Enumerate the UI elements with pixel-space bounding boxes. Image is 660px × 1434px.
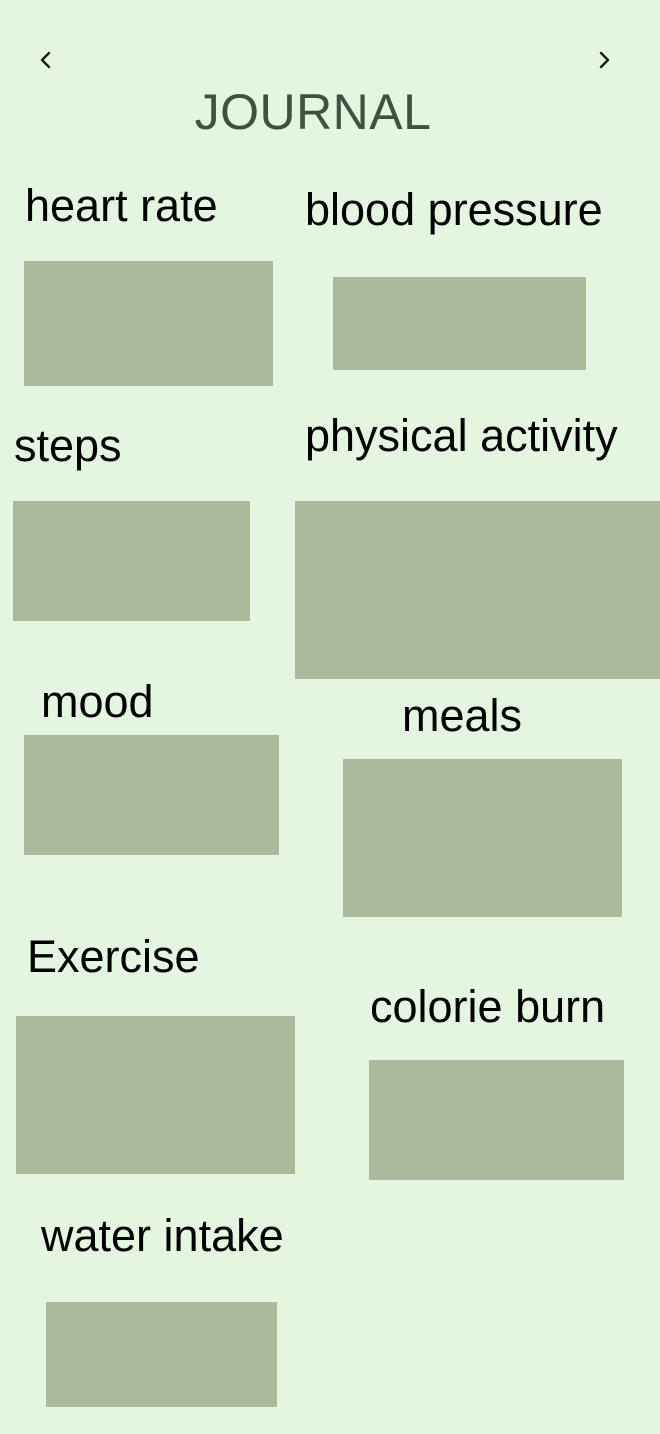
heart-rate-label: heart rate — [25, 180, 218, 231]
next-button[interactable] — [584, 40, 624, 80]
physical-activity-tile[interactable] — [295, 501, 660, 679]
heart-rate-tile[interactable] — [24, 261, 273, 386]
mood-label: mood — [41, 676, 154, 727]
physical-activity-label: physical activity — [305, 410, 618, 461]
blood-pressure-tile[interactable] — [333, 277, 586, 370]
meals-tile[interactable] — [343, 759, 622, 917]
water-intake-tile[interactable] — [46, 1302, 277, 1407]
chevron-left-icon — [40, 51, 51, 69]
meals-label: meals — [402, 690, 523, 741]
prev-button[interactable] — [26, 40, 66, 80]
page-title: JOURNAL — [194, 84, 432, 140]
calorie-burn-tile[interactable] — [369, 1060, 624, 1180]
exercise-label: Exercise — [27, 931, 200, 982]
exercise-tile[interactable] — [16, 1016, 295, 1174]
water-intake-label: water intake — [41, 1210, 284, 1261]
calorie-burn-label: colorie burn — [370, 981, 606, 1032]
mood-tile[interactable] — [24, 735, 279, 855]
chevron-right-icon — [599, 51, 610, 69]
blood-pressure-label: blood pressure — [305, 184, 603, 235]
steps-label: steps — [14, 420, 122, 471]
steps-tile[interactable] — [13, 501, 250, 621]
